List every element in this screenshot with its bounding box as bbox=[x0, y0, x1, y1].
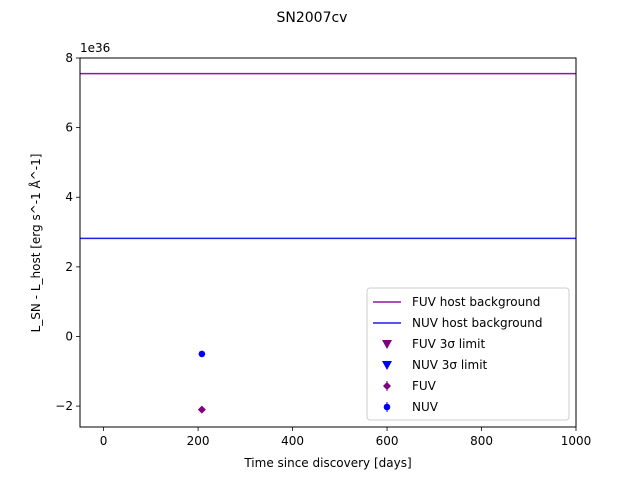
axis-ticks: 0 200 400 600 800 1000 −2 0 2 4 6 8 bbox=[55, 51, 591, 448]
data-points bbox=[197, 350, 206, 414]
x-tick-label: 600 bbox=[376, 434, 399, 448]
legend-handle bbox=[382, 340, 392, 349]
legend-handle bbox=[383, 403, 391, 411]
background-lines bbox=[80, 72, 576, 240]
x-tick-label: 400 bbox=[281, 434, 304, 448]
y-tick-label: 4 bbox=[65, 190, 73, 204]
x-tick-label: 800 bbox=[470, 434, 493, 448]
y-tick-label: 2 bbox=[65, 260, 73, 274]
chart-title: SN2007cv bbox=[277, 10, 348, 26]
legend-label: NUV host background bbox=[412, 316, 542, 330]
x-axis-label: Time since discovery [days] bbox=[243, 456, 411, 470]
data-point bbox=[197, 405, 206, 414]
x-tick-label: 200 bbox=[187, 434, 210, 448]
legend-handle bbox=[383, 382, 391, 390]
legend-label: NUV 3σ limit bbox=[412, 358, 488, 372]
data-point bbox=[198, 350, 206, 358]
y-tick-label: 8 bbox=[65, 51, 73, 65]
plot-frame bbox=[79, 57, 577, 428]
legend-box bbox=[366, 287, 570, 421]
legend-label: FUV 3σ limit bbox=[412, 337, 485, 351]
x-tick-label: 0 bbox=[100, 434, 108, 448]
y-scale-label: 1e36 bbox=[80, 41, 110, 55]
y-tick-label: 0 bbox=[65, 329, 73, 343]
legend-label: FUV bbox=[412, 379, 437, 393]
legend-label: FUV host background bbox=[412, 295, 540, 309]
legend: FUV host background NUV host background FU… bbox=[366, 287, 570, 421]
y-tick-label: 6 bbox=[65, 121, 73, 135]
legend-handle bbox=[382, 361, 392, 370]
y-axis-label: L_SN - L_host [erg s^-1 Å^-1] bbox=[28, 154, 43, 333]
legend-label: NUV bbox=[412, 400, 439, 414]
x-tick-label: 1000 bbox=[561, 434, 592, 448]
y-tick-label: −2 bbox=[55, 399, 73, 413]
